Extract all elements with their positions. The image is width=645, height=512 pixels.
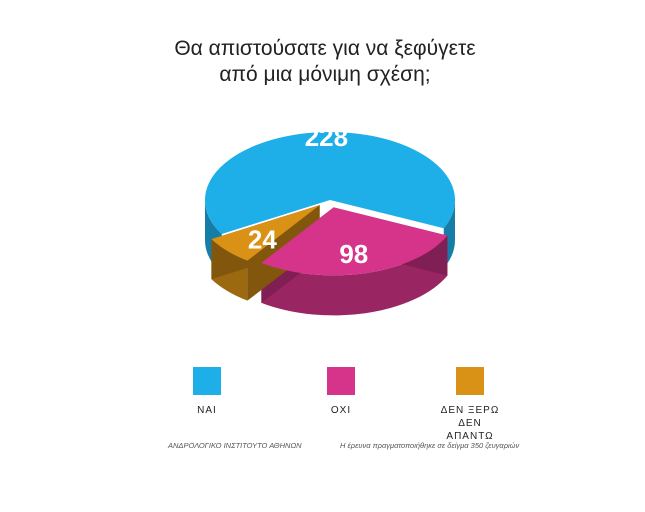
data-label: 98 [339,239,368,269]
legend-swatch [456,367,484,395]
slice [211,205,320,261]
slice-side [261,235,448,316]
legend-swatch [327,367,355,395]
legend-label: ΟΧΙ [330,405,352,416]
legend-swatch [193,367,221,395]
data-label: 228 [305,122,348,152]
slice [205,132,456,234]
data-label: 24 [248,224,277,254]
legend-label: ΔΕΝ ΞΕΡΩ ΔΕΝ ΑΠΑΝΤΩ [440,405,500,442]
legend-label: ΝΑΙ [197,405,217,416]
source: ΑΝΔΡΟΛΟΓΙΚΟ ΙΝΣΤΙΤΟΥΤΟ ΑΘΗΝΩΝ [168,441,302,450]
note: Η έρευνα πραγματοποιήθηκε σε δείγμα 350 … [340,441,520,450]
chart-title: Θα απιστούσατε για να ξεφύγετε από μια μ… [174,37,476,86]
slice [261,207,448,276]
